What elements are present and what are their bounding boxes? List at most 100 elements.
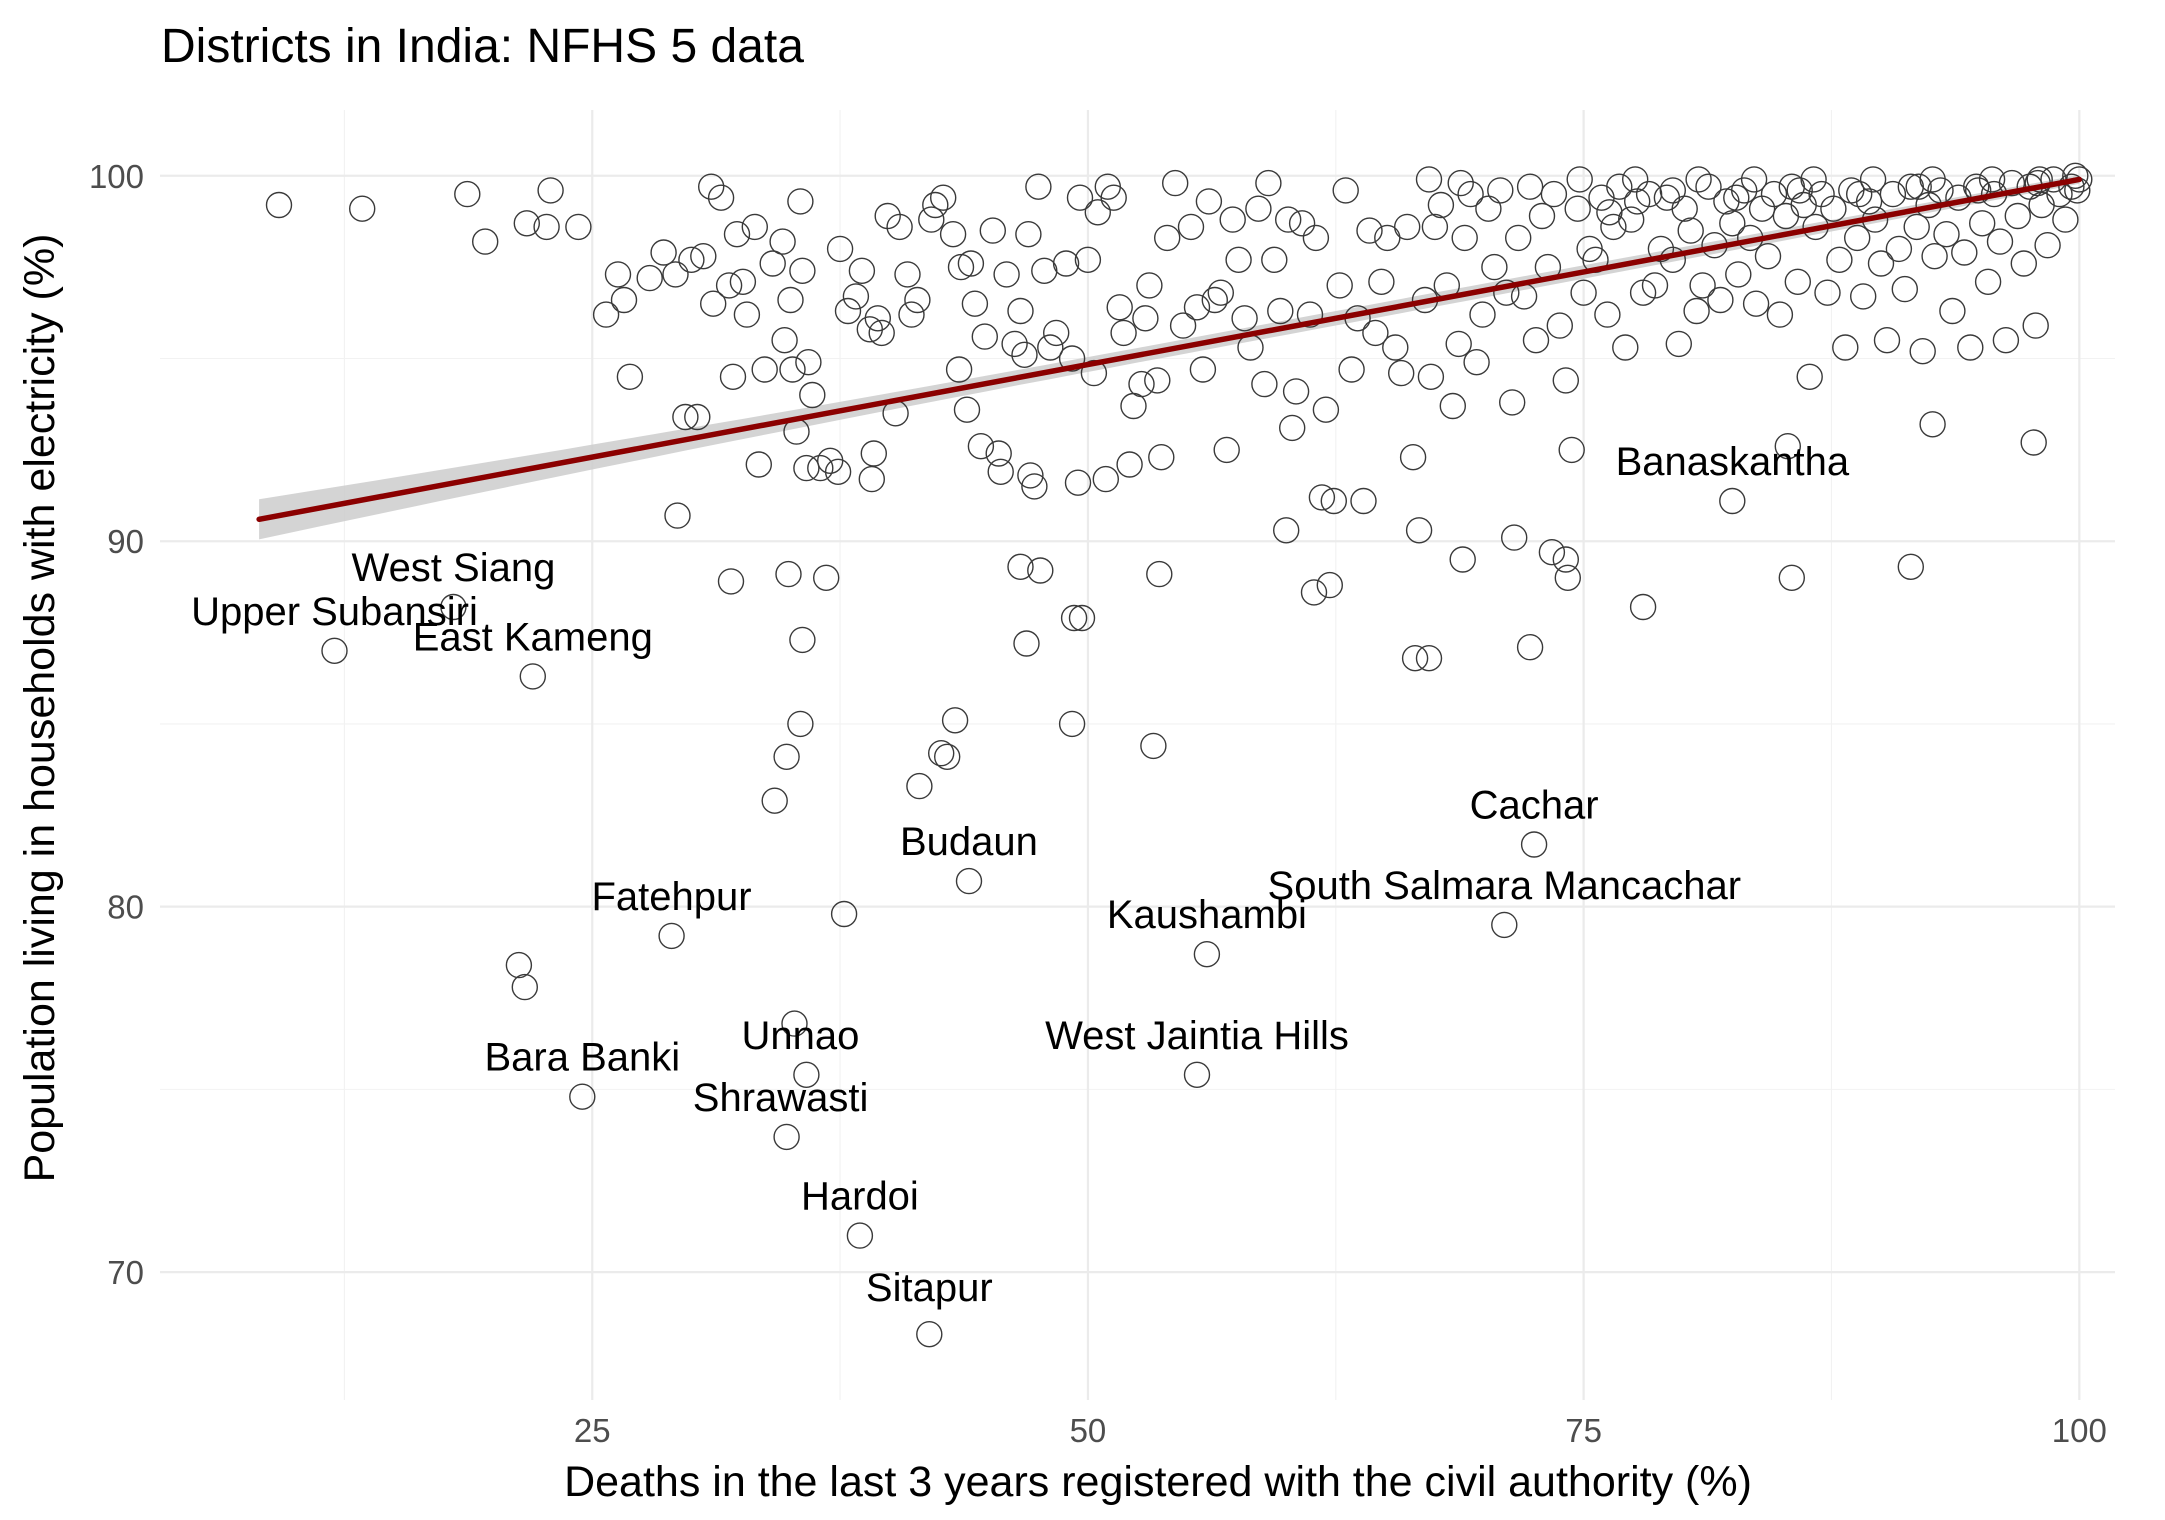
- data-point: [533, 213, 560, 241]
- data-point: [1968, 210, 1996, 237]
- data-point: [1516, 634, 1544, 661]
- data-point: [1740, 166, 1768, 193]
- data-point: [1251, 370, 1278, 398]
- data-point: [858, 465, 885, 493]
- data-point: [1272, 517, 1300, 544]
- data-point: [1021, 473, 1048, 500]
- y-tick-label: 70: [107, 1254, 144, 1291]
- data-point: [1457, 180, 1484, 208]
- data-point: [1017, 462, 1044, 489]
- data-point: [1554, 564, 1582, 591]
- data-point: [846, 1222, 874, 1249]
- data-point: [1487, 177, 1514, 204]
- data-point: [1439, 392, 1467, 420]
- data-point: [1213, 436, 1240, 464]
- data-point: [321, 637, 348, 664]
- data-point: [1629, 593, 1657, 621]
- data-point: [1001, 330, 1028, 358]
- data-point: [987, 458, 1014, 485]
- data-point: [1919, 166, 1946, 193]
- point-label: Kaushambi: [1107, 893, 1307, 937]
- data-point: [1859, 166, 1887, 193]
- point-label: Budaun: [900, 820, 1038, 864]
- data-point: [957, 250, 985, 277]
- data-point: [1415, 645, 1443, 672]
- data-point: [1148, 444, 1175, 471]
- data-point: [1267, 297, 1294, 325]
- point-label: West Jaintia Hills: [1045, 1014, 1349, 1058]
- data-point: [1374, 224, 1401, 252]
- data-point: [1362, 319, 1389, 347]
- data-point: [1653, 184, 1681, 211]
- data-point: [1671, 195, 1698, 222]
- data-point: [1957, 334, 1984, 361]
- data-point: [1274, 206, 1302, 233]
- data-point: [930, 184, 957, 211]
- data-point: [664, 502, 691, 529]
- data-point: [1528, 202, 1556, 230]
- data-point: [971, 323, 998, 350]
- data-point: [945, 356, 973, 383]
- data-point: [1401, 645, 1429, 672]
- point-label: South Salmara Mancachar: [1268, 864, 1742, 908]
- data-point: [775, 560, 802, 588]
- data-point: [1116, 451, 1143, 478]
- data-point: [741, 213, 768, 241]
- data-point: [1415, 166, 1443, 193]
- data-point: [904, 286, 931, 314]
- data-point: [1296, 301, 1324, 328]
- data-point: [1540, 180, 1568, 208]
- data-point: [1405, 517, 1433, 544]
- point-label: Shrawasti: [693, 1076, 869, 1120]
- data-point: [864, 305, 891, 332]
- data-point: [1760, 180, 1788, 208]
- data-point: [1140, 732, 1167, 760]
- data-point: [789, 626, 816, 654]
- data-point: [928, 740, 955, 767]
- data-point: [349, 195, 376, 222]
- data-point: [1332, 177, 1359, 204]
- data-point: [690, 243, 717, 270]
- data-point: [793, 1061, 820, 1089]
- data-point: [1106, 294, 1133, 321]
- data-point: [1084, 199, 1112, 226]
- major-gridlines: [160, 110, 2115, 1400]
- data-point: [918, 206, 945, 233]
- data-point: [1820, 195, 1847, 222]
- data-point: [698, 173, 725, 200]
- data-point: [1504, 224, 1532, 252]
- data-point: [848, 257, 876, 284]
- data-point: [1606, 173, 1633, 200]
- data-point: [1475, 195, 1502, 222]
- data-point: [745, 451, 772, 478]
- x-axis-title: Deaths in the last 3 years registered wi…: [564, 1458, 1752, 1506]
- data-point: [265, 191, 293, 219]
- data-point: [979, 217, 1006, 244]
- x-tick-label: 25: [574, 1412, 611, 1449]
- data-point: [916, 1320, 943, 1348]
- data-point: [771, 327, 798, 354]
- data-point: [2010, 250, 2038, 277]
- data-point: [1879, 180, 1907, 208]
- data-point: [1790, 191, 1817, 219]
- data-point: [1300, 579, 1328, 606]
- point-label: East Kameng: [413, 615, 653, 659]
- data-point: [1447, 169, 1474, 197]
- data-point: [1382, 334, 1409, 361]
- data-point: [1538, 539, 1566, 566]
- data-point: [2028, 191, 2055, 219]
- data-point: [1169, 312, 1197, 339]
- data-point: [1855, 188, 1883, 215]
- data-point: [795, 349, 822, 376]
- point-label: Banaskantha: [1616, 440, 1850, 484]
- data-point: [1992, 327, 2020, 354]
- data-point: [1449, 546, 1476, 573]
- data-point: [934, 743, 961, 770]
- point-label: West Siang: [352, 546, 556, 590]
- data-point: [1463, 349, 1490, 376]
- data-point: [505, 951, 533, 979]
- data-point: [761, 787, 788, 814]
- data-point: [684, 403, 711, 431]
- data-point: [955, 867, 983, 895]
- data-point: [1546, 312, 1574, 339]
